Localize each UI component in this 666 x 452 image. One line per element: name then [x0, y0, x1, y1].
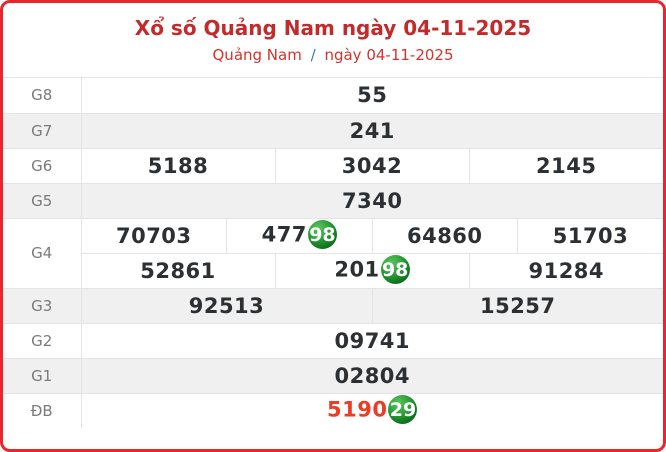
prize-number: 64860: [406, 223, 483, 248]
results-table: G8 55 G7 241 G6 5188 3042 2145 G5 7340 G4 70703 477 9…: [3, 78, 663, 428]
prize-number: 5188: [147, 153, 209, 178]
table-row: ĐB 5190 29: [3, 392, 663, 428]
highlight-ball: 98: [380, 255, 410, 284]
highlight-ball: 98: [307, 220, 337, 249]
breadcrumb-date: ngày 04-11-2025: [324, 46, 454, 64]
prize-number-cell: 64860: [371, 217, 518, 253]
prize-number-cell: 92513: [81, 287, 372, 323]
table-row: G3 92513 15257: [3, 287, 663, 323]
breadcrumb-region-link[interactable]: Quảng Nam: [212, 46, 302, 64]
breadcrumb-separator: /: [310, 46, 316, 64]
prize-number: 15257: [479, 293, 556, 318]
table-row: G5 7340: [3, 182, 663, 218]
prize-number-cell: 09741: [81, 322, 663, 358]
table-row: G4 70703 477 98 64860 51703: [3, 217, 663, 288]
prize-number: 2145: [536, 153, 597, 178]
prize-label: G2: [3, 322, 82, 358]
table-row: G7 241: [3, 112, 663, 148]
prize-label: G4: [3, 217, 82, 288]
prize-number: 91284: [528, 258, 605, 283]
prize-number-cell: 241: [81, 112, 663, 148]
prize-number-cell: 51703: [517, 217, 663, 253]
prize-number: 7340: [342, 188, 403, 213]
prize-label: G5: [3, 182, 82, 218]
prize-number-cell: 02804: [81, 357, 663, 393]
results-table-body: G8 55 G7 241 G6 5188 3042 2145 G5 7340 G4 70703 477 9…: [3, 78, 663, 428]
prize-number: 241: [349, 118, 395, 143]
prize-number: 70703: [115, 223, 192, 248]
prize-number: 3042: [341, 153, 403, 178]
prize-number: 52861: [140, 258, 216, 283]
highlight-ball: 29: [388, 395, 418, 425]
prize-label: G8: [3, 78, 82, 113]
prize-number-cell: 15257: [371, 287, 663, 323]
prize-number: 477: [261, 222, 307, 247]
prize-number-cell: 5188: [81, 147, 275, 183]
prize-number: 51703: [552, 223, 629, 248]
table-row: G8 55: [3, 78, 663, 113]
table-row: G2 09741: [3, 322, 663, 358]
prize-number-cell: 7340: [81, 182, 663, 218]
prize-label: G6: [3, 147, 82, 183]
prize-number: 55: [357, 83, 388, 108]
prize-number: 201: [334, 257, 380, 282]
prize-number-cell: 201 98: [274, 252, 469, 288]
prize-number-cell: 55: [81, 78, 663, 113]
prize-number-cell: 477 98: [226, 217, 372, 253]
prize-number-cell: 70703: [81, 217, 227, 253]
prize-label: G7: [3, 112, 82, 148]
prize-label: G1: [3, 357, 82, 393]
prize-number: 92513: [188, 293, 265, 318]
table-row: G6 5188 3042 2145: [3, 147, 663, 183]
card-header: Xổ số Quảng Nam ngày 04-11-2025 Quảng Na…: [3, 3, 663, 78]
prize-number-cell: 2145: [468, 147, 663, 183]
prize-label: G3: [3, 287, 82, 323]
prize-number-cell: 5190 29: [81, 392, 663, 428]
prize-number-cell: 91284: [468, 252, 663, 288]
page-title: Xổ số Quảng Nam ngày 04-11-2025: [134, 16, 532, 40]
prize-number: 09741: [334, 328, 411, 353]
table-row: G1 02804: [3, 357, 663, 393]
prize-label: ĐB: [3, 392, 82, 428]
prize-number: 5190: [327, 397, 388, 422]
table-row: 52861 201 98 91284: [3, 252, 663, 288]
prize-number: 02804: [334, 363, 411, 388]
prize-number-cell: 52861: [81, 252, 275, 288]
breadcrumb: Quảng Nam / ngày 04-11-2025: [3, 46, 663, 64]
prize-number-cell: 3042: [274, 147, 469, 183]
